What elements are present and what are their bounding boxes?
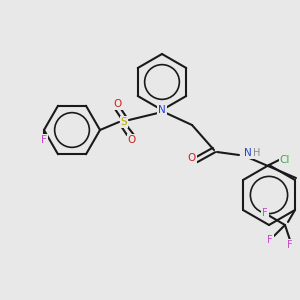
Text: N: N (158, 105, 166, 115)
Text: O: O (128, 135, 136, 145)
Text: Cl: Cl (280, 155, 290, 165)
Text: F: F (262, 208, 268, 218)
Text: F: F (287, 240, 293, 250)
Text: H: H (253, 148, 260, 158)
Text: N: N (244, 148, 252, 158)
Text: S: S (121, 117, 127, 127)
Text: O: O (188, 153, 196, 163)
Text: F: F (41, 135, 47, 145)
Text: O: O (114, 99, 122, 109)
Text: F: F (267, 235, 273, 245)
